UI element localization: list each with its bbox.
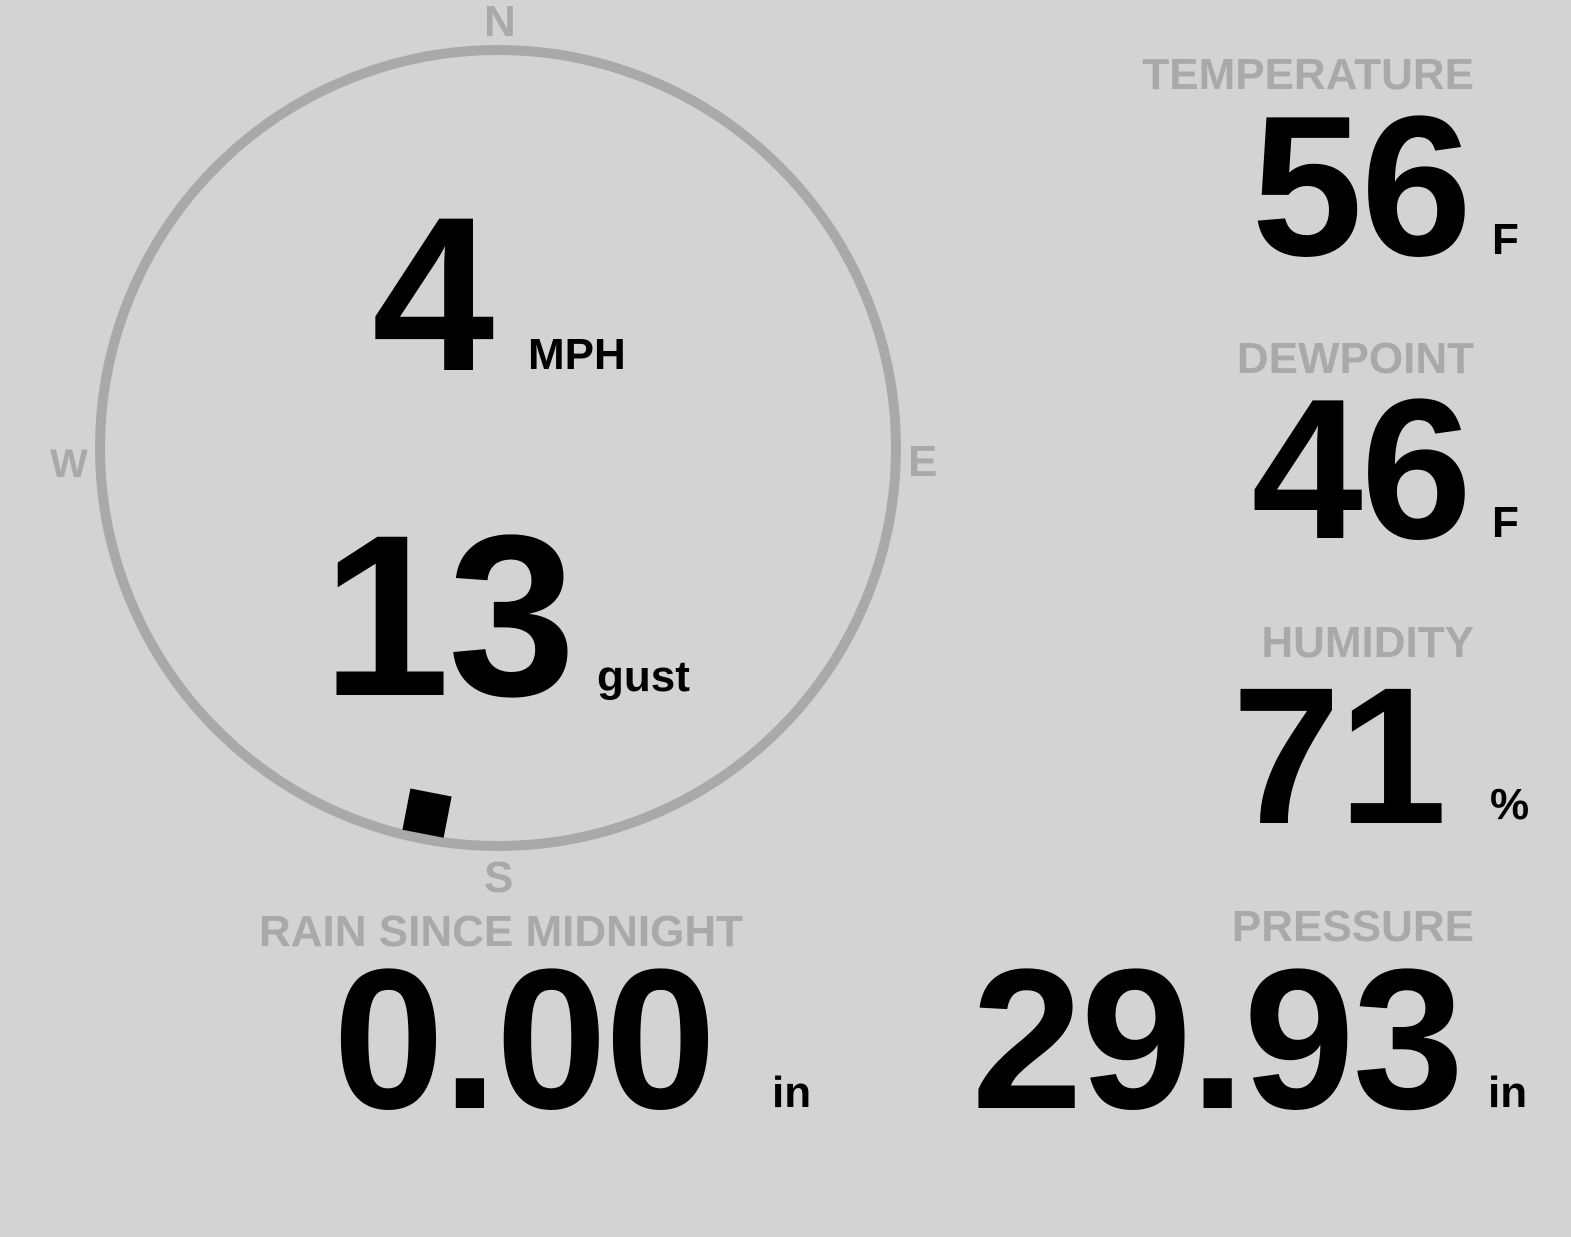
rain-value: 0.00 [333,928,716,1151]
wind-gust-value: 13 [322,487,576,744]
pressure-unit: in [1488,1068,1528,1117]
dewpoint-unit: F [1492,498,1519,547]
temperature-label: TEMPERATURE [1142,50,1474,99]
wind-direction-marker [402,788,452,838]
compass-ring [95,45,901,851]
humidity-label: HUMIDITY [1261,618,1474,667]
compass-south: S [484,853,514,902]
compass-west: W [50,442,88,486]
wind-gust-unit: gust [597,652,690,701]
rain-unit: in [772,1068,812,1117]
compass-north: N [484,0,516,46]
temperature-unit: F [1492,215,1519,264]
humidity-value: 71 [1232,647,1447,865]
wind-speed-unit: MPH [528,330,626,379]
wind-speed-value: 4 [372,171,494,417]
humidity-unit: % [1490,780,1530,829]
pressure-label: PRESSURE [1231,902,1474,951]
temperature-value: 56 [1251,75,1472,298]
dewpoint-value: 46 [1251,358,1472,581]
dewpoint-label: DEWPOINT [1236,334,1474,383]
compass-east: E [908,437,938,486]
rain-label: RAIN SINCE MIDNIGHT [259,907,743,956]
pressure-value: 29.93 [971,928,1464,1151]
